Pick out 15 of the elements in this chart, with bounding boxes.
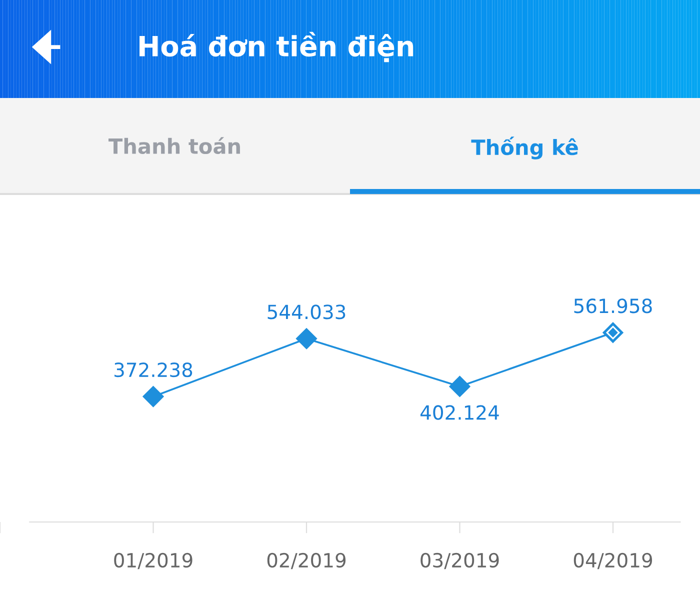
text: Thống kê [471,136,578,160]
text: Thanh toán [108,137,240,154]
x-tick-label: 01/2019 [114,552,192,570]
data-label: 561.958 [574,298,652,314]
x-tick-label: 02/2019 [267,552,346,570]
data-label: 402.124 [420,405,499,420]
x-tick-label: 03/2019 [420,552,499,570]
x-tick-label: 04/2019 [574,552,652,570]
point [602,322,624,343]
point [296,328,318,350]
point [142,386,164,408]
chart-title: Hoá đơn tiền điện [140,32,414,62]
data-label: 372.238 [114,362,192,378]
data-label: 544.033 [268,304,346,320]
point [449,376,470,397]
